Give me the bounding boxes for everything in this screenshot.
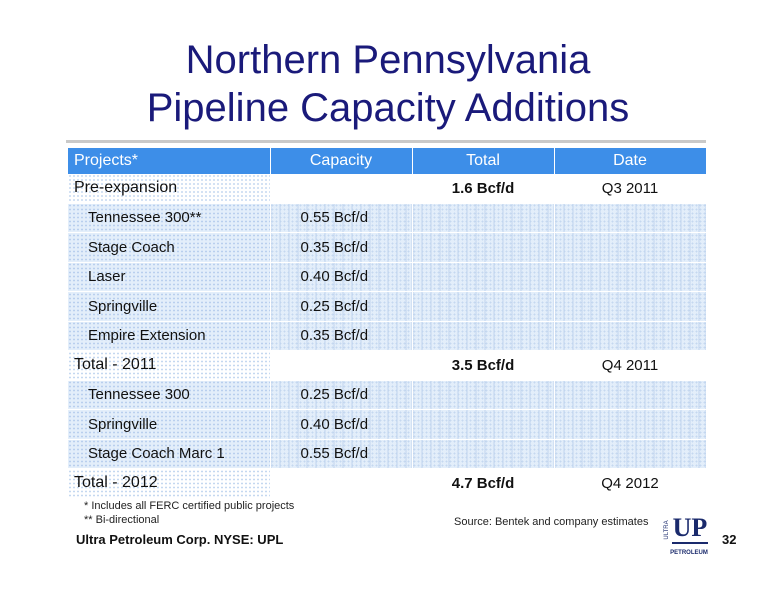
capacity-cell: [270, 174, 413, 204]
capacity-table: Projects* Capacity Total Date Pre-expans…: [68, 148, 707, 499]
date-cell: Q4 2011: [554, 350, 707, 381]
header-date: Date: [554, 148, 707, 174]
total-cell: [412, 262, 555, 292]
total-cell: [412, 291, 555, 322]
total-cell: [412, 203, 555, 233]
table-header-row: Projects* Capacity Total Date: [68, 148, 707, 174]
project-cell: Springville: [68, 291, 271, 322]
table-row: Stage Coach 0.35 Bcf/d: [68, 232, 707, 263]
project-cell: Total - 2011: [68, 350, 271, 381]
total-cell: 4.7 Bcf/d: [412, 468, 555, 499]
project-cell: Tennessee 300: [68, 380, 271, 410]
date-cell: [554, 203, 707, 233]
date-cell: [554, 291, 707, 322]
title-line-2: Pipeline Capacity Additions: [146, 86, 630, 130]
capacity-cell: 0.25 Bcf/d: [270, 380, 413, 410]
project-cell: Stage Coach Marc 1: [68, 439, 271, 469]
date-cell: Q4 2012: [554, 468, 707, 499]
capacity-cell: [270, 350, 413, 381]
capacity-cell: 0.55 Bcf/d: [270, 439, 413, 469]
date-cell: [554, 380, 707, 410]
table-row: Springville 0.40 Bcf/d: [68, 409, 707, 440]
project-cell: Springville: [68, 409, 271, 440]
page-number: 32: [722, 532, 737, 547]
date-cell: [554, 321, 707, 351]
project-cell: Tennessee 300**: [68, 203, 271, 233]
total-cell: [412, 321, 555, 351]
table-row: Stage Coach Marc 1 0.55 Bcf/d: [68, 439, 707, 469]
capacity-cell: 0.25 Bcf/d: [270, 291, 413, 322]
company-name: Ultra Petroleum Corp. NYSE: UPL: [76, 532, 284, 547]
header-total: Total: [412, 148, 555, 174]
capacity-cell: 0.40 Bcf/d: [270, 262, 413, 292]
date-cell: [554, 439, 707, 469]
footnote-ferc: * Includes all FERC certified public pro…: [84, 500, 295, 512]
table-row: Tennessee 300** 0.55 Bcf/d: [68, 203, 707, 233]
logo-mark-text: UP: [673, 513, 708, 542]
date-cell: [554, 409, 707, 440]
table-row: Total - 2011 3.5 Bcf/d Q4 2011: [68, 350, 707, 381]
table-row: Total - 2012 4.7 Bcf/d Q4 2012: [68, 468, 707, 499]
table-row: Laser 0.40 Bcf/d: [68, 262, 707, 292]
capacity-cell: 0.35 Bcf/d: [270, 232, 413, 263]
date-cell: [554, 232, 707, 263]
ultra-petroleum-logo-icon: ULTRA UP PETROLEUM: [664, 513, 708, 556]
table-row: Tennessee 300 0.25 Bcf/d: [68, 380, 707, 410]
capacity-cell: 0.55 Bcf/d: [270, 203, 413, 233]
header-projects: Projects*: [68, 148, 271, 174]
capacity-cell: 0.40 Bcf/d: [270, 409, 413, 440]
date-cell: [554, 262, 707, 292]
project-cell: Stage Coach: [68, 232, 271, 263]
project-cell: Empire Extension: [68, 321, 271, 351]
slide-title: Northern Pennsylvania Pipeline Capacity …: [0, 36, 776, 132]
project-cell: Total - 2012: [68, 468, 271, 499]
total-cell: [412, 439, 555, 469]
logo-top-text: ULTRA: [664, 520, 670, 539]
date-cell: Q3 2011: [554, 174, 707, 204]
title-divider: [66, 140, 706, 143]
project-cell: Pre-expansion: [68, 174, 271, 204]
table-row: Empire Extension 0.35 Bcf/d: [68, 321, 707, 351]
footnote-bidirectional: ** Bi-directional: [84, 514, 160, 526]
total-cell: 3.5 Bcf/d: [412, 350, 555, 381]
project-cell: Laser: [68, 262, 271, 292]
capacity-cell: [270, 468, 413, 499]
table-row: Pre-expansion 1.6 Bcf/d Q3 2011: [68, 174, 707, 204]
total-cell: [412, 409, 555, 440]
total-cell: [412, 232, 555, 263]
logo-bottom-text: PETROLEUM: [670, 550, 708, 556]
total-cell: 1.6 Bcf/d: [412, 174, 555, 204]
total-cell: [412, 380, 555, 410]
table-row: Springville 0.25 Bcf/d: [68, 291, 707, 322]
source-note: Source: Bentek and company estimates: [454, 516, 649, 528]
capacity-cell: 0.35 Bcf/d: [270, 321, 413, 351]
header-capacity: Capacity: [270, 148, 413, 174]
title-line-1: Northern Pennsylvania: [185, 38, 591, 82]
